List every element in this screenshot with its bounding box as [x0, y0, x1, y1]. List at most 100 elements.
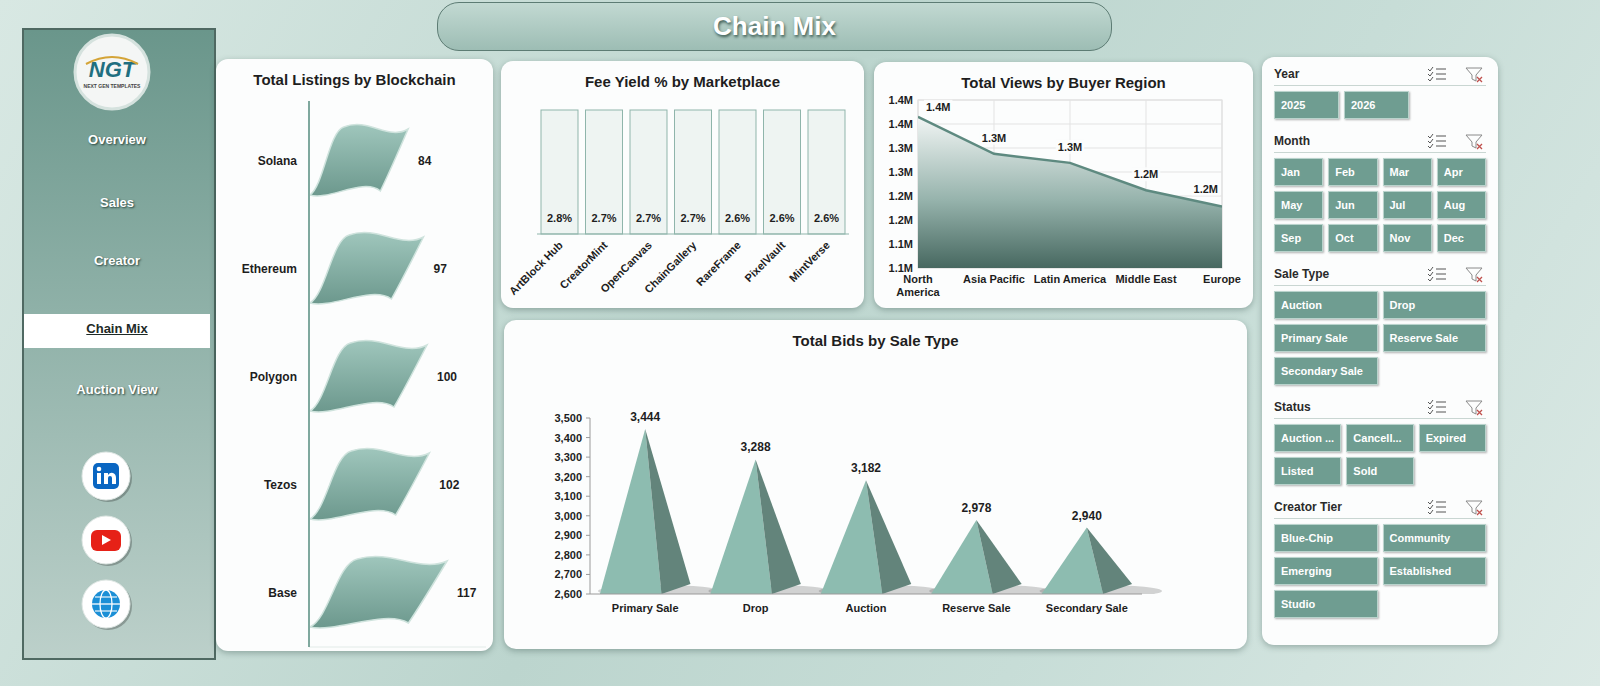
icon-glyph — [104, 473, 116, 484]
icon-glyph — [1428, 267, 1433, 271]
slicer-button[interactable]: Auction — [1274, 291, 1378, 319]
icon-glyph — [1436, 402, 1446, 403]
slicer-button[interactable]: Auction ... — [1274, 424, 1341, 452]
tick-mark — [586, 574, 590, 575]
slicer-button[interactable]: Jan — [1274, 158, 1323, 186]
tick-mark — [586, 515, 590, 516]
pyramid — [819, 480, 942, 594]
multi-select-icon[interactable] — [1428, 67, 1446, 81]
multi-select-icon[interactable] — [1428, 267, 1446, 281]
slicer-button[interactable]: Sold — [1346, 457, 1413, 485]
pyramid-side — [756, 459, 801, 594]
slicer-button[interactable]: Established — [1383, 557, 1487, 585]
slicer-button[interactable]: Apr — [1437, 158, 1486, 186]
label-line: America — [896, 286, 940, 298]
nav-item[interactable]: Creator — [24, 253, 210, 273]
category-label: Asia Pacific — [963, 273, 1025, 285]
icon-circle — [82, 452, 130, 500]
data-label: 2.7% — [636, 212, 661, 224]
slicer-button[interactable]: Expired — [1419, 424, 1486, 452]
flag-bar — [310, 124, 408, 195]
tick-mark — [586, 437, 590, 438]
slicer-button[interactable]: Oct — [1328, 224, 1377, 252]
icon-glyph — [1428, 500, 1433, 504]
tick-label: 1.2M — [889, 190, 913, 202]
icon-glyph — [1466, 501, 1482, 514]
slicer-button[interactable]: Secondary Sale — [1274, 357, 1378, 385]
slicer-button[interactable]: Primary Sale — [1274, 324, 1378, 352]
clear-filter-icon[interactable] — [1466, 68, 1482, 82]
slicer-button[interactable]: Blue-Chip — [1274, 524, 1378, 552]
icon-glyph — [1436, 502, 1446, 503]
multi-select-icon[interactable] — [1428, 134, 1446, 148]
slicer-button[interactable]: Community — [1383, 524, 1487, 552]
tick-label: 3,400 — [554, 432, 582, 444]
slicer-icons — [1426, 132, 1486, 152]
icon-glyph — [1428, 277, 1433, 281]
data-label: 100 — [437, 370, 457, 384]
icon-glyph — [1436, 407, 1446, 408]
icon-glyph — [1436, 274, 1446, 275]
clear-filter-icon[interactable] — [1466, 501, 1482, 515]
slicer-header: Sale Type — [1274, 265, 1486, 286]
multi-select-icon[interactable] — [1428, 400, 1446, 414]
slicer-button[interactable]: Mar — [1383, 158, 1432, 186]
icon-circle — [82, 516, 130, 564]
chart-title: Fee Yield % by Marketplace — [585, 73, 780, 90]
tick-label: 1.3M — [889, 142, 913, 154]
nav-item[interactable]: Overview — [24, 132, 210, 152]
category-label: RareFrame — [694, 239, 743, 288]
chart-title: Total Listings by Blockchain — [253, 71, 455, 88]
slicer-header: Month — [1274, 132, 1486, 153]
slicer-button[interactable]: Cancell... — [1346, 424, 1413, 452]
icon-square — [93, 463, 119, 489]
label-line: Asia Pacific — [963, 273, 1025, 285]
slicer-button[interactable]: May — [1274, 191, 1323, 219]
tick-mark — [586, 418, 590, 419]
slicer-button[interactable]: Reserve Sale — [1383, 324, 1487, 352]
slicer-button[interactable]: Jun — [1328, 191, 1377, 219]
nav-item[interactable]: Sales — [24, 195, 210, 215]
icon-glyph — [1428, 77, 1433, 81]
icon-glyph — [1466, 135, 1482, 148]
slicer-button[interactable]: Drop — [1383, 291, 1487, 319]
tick-mark — [586, 554, 590, 555]
tick-label: 1.1M — [889, 238, 913, 250]
clear-filter-icon[interactable] — [1466, 401, 1482, 415]
nav-item[interactable]: Chain Mix — [24, 321, 210, 341]
slicer-panel: Year20252026MonthJanFebMarAprMayJunJulAu… — [1262, 57, 1498, 645]
plot-frame — [918, 100, 1222, 268]
multi-select-icon[interactable] — [1428, 500, 1446, 514]
slicer-icons — [1426, 265, 1486, 285]
slicer-button[interactable]: Sep — [1274, 224, 1323, 252]
data-label: 3,182 — [851, 461, 881, 475]
slicer-button[interactable]: Aug — [1437, 191, 1486, 219]
tick-label: 1.2M — [889, 214, 913, 226]
clear-filter-icon[interactable] — [1466, 268, 1482, 282]
slicer-button[interactable]: 2025 — [1274, 91, 1339, 119]
web-icon[interactable] — [82, 580, 132, 630]
data-label: 102 — [439, 478, 459, 492]
nav-item[interactable]: Auction View — [24, 382, 210, 402]
slicer-button[interactable]: 2026 — [1344, 91, 1409, 119]
linkedin-icon[interactable] — [82, 452, 132, 502]
icon-glyph — [97, 473, 101, 484]
slicer-button[interactable]: Nov — [1383, 224, 1432, 252]
data-label: 1.2M — [1194, 183, 1218, 195]
slicer-button[interactable]: Feb — [1328, 158, 1377, 186]
pyramid-side — [976, 520, 1021, 594]
data-label: 1.2M — [1134, 168, 1158, 180]
clear-filter-icon[interactable] — [1466, 135, 1482, 149]
icon-glyph — [1436, 79, 1446, 80]
chart-svg: Total Bids by Sale Type2,6002,7002,8002,… — [504, 320, 1247, 649]
icon-glyph — [1466, 268, 1482, 281]
slicer-button[interactable]: Jul — [1383, 191, 1432, 219]
icon-glyph — [1428, 405, 1433, 409]
slicer-button[interactable]: Studio — [1274, 590, 1378, 618]
icon-glyph — [97, 467, 102, 472]
icon-circle — [82, 580, 130, 628]
youtube-icon[interactable] — [82, 516, 132, 566]
slicer-button[interactable]: Listed — [1274, 457, 1341, 485]
slicer-button[interactable]: Dec — [1437, 224, 1486, 252]
slicer-button[interactable]: Emerging — [1274, 557, 1378, 585]
